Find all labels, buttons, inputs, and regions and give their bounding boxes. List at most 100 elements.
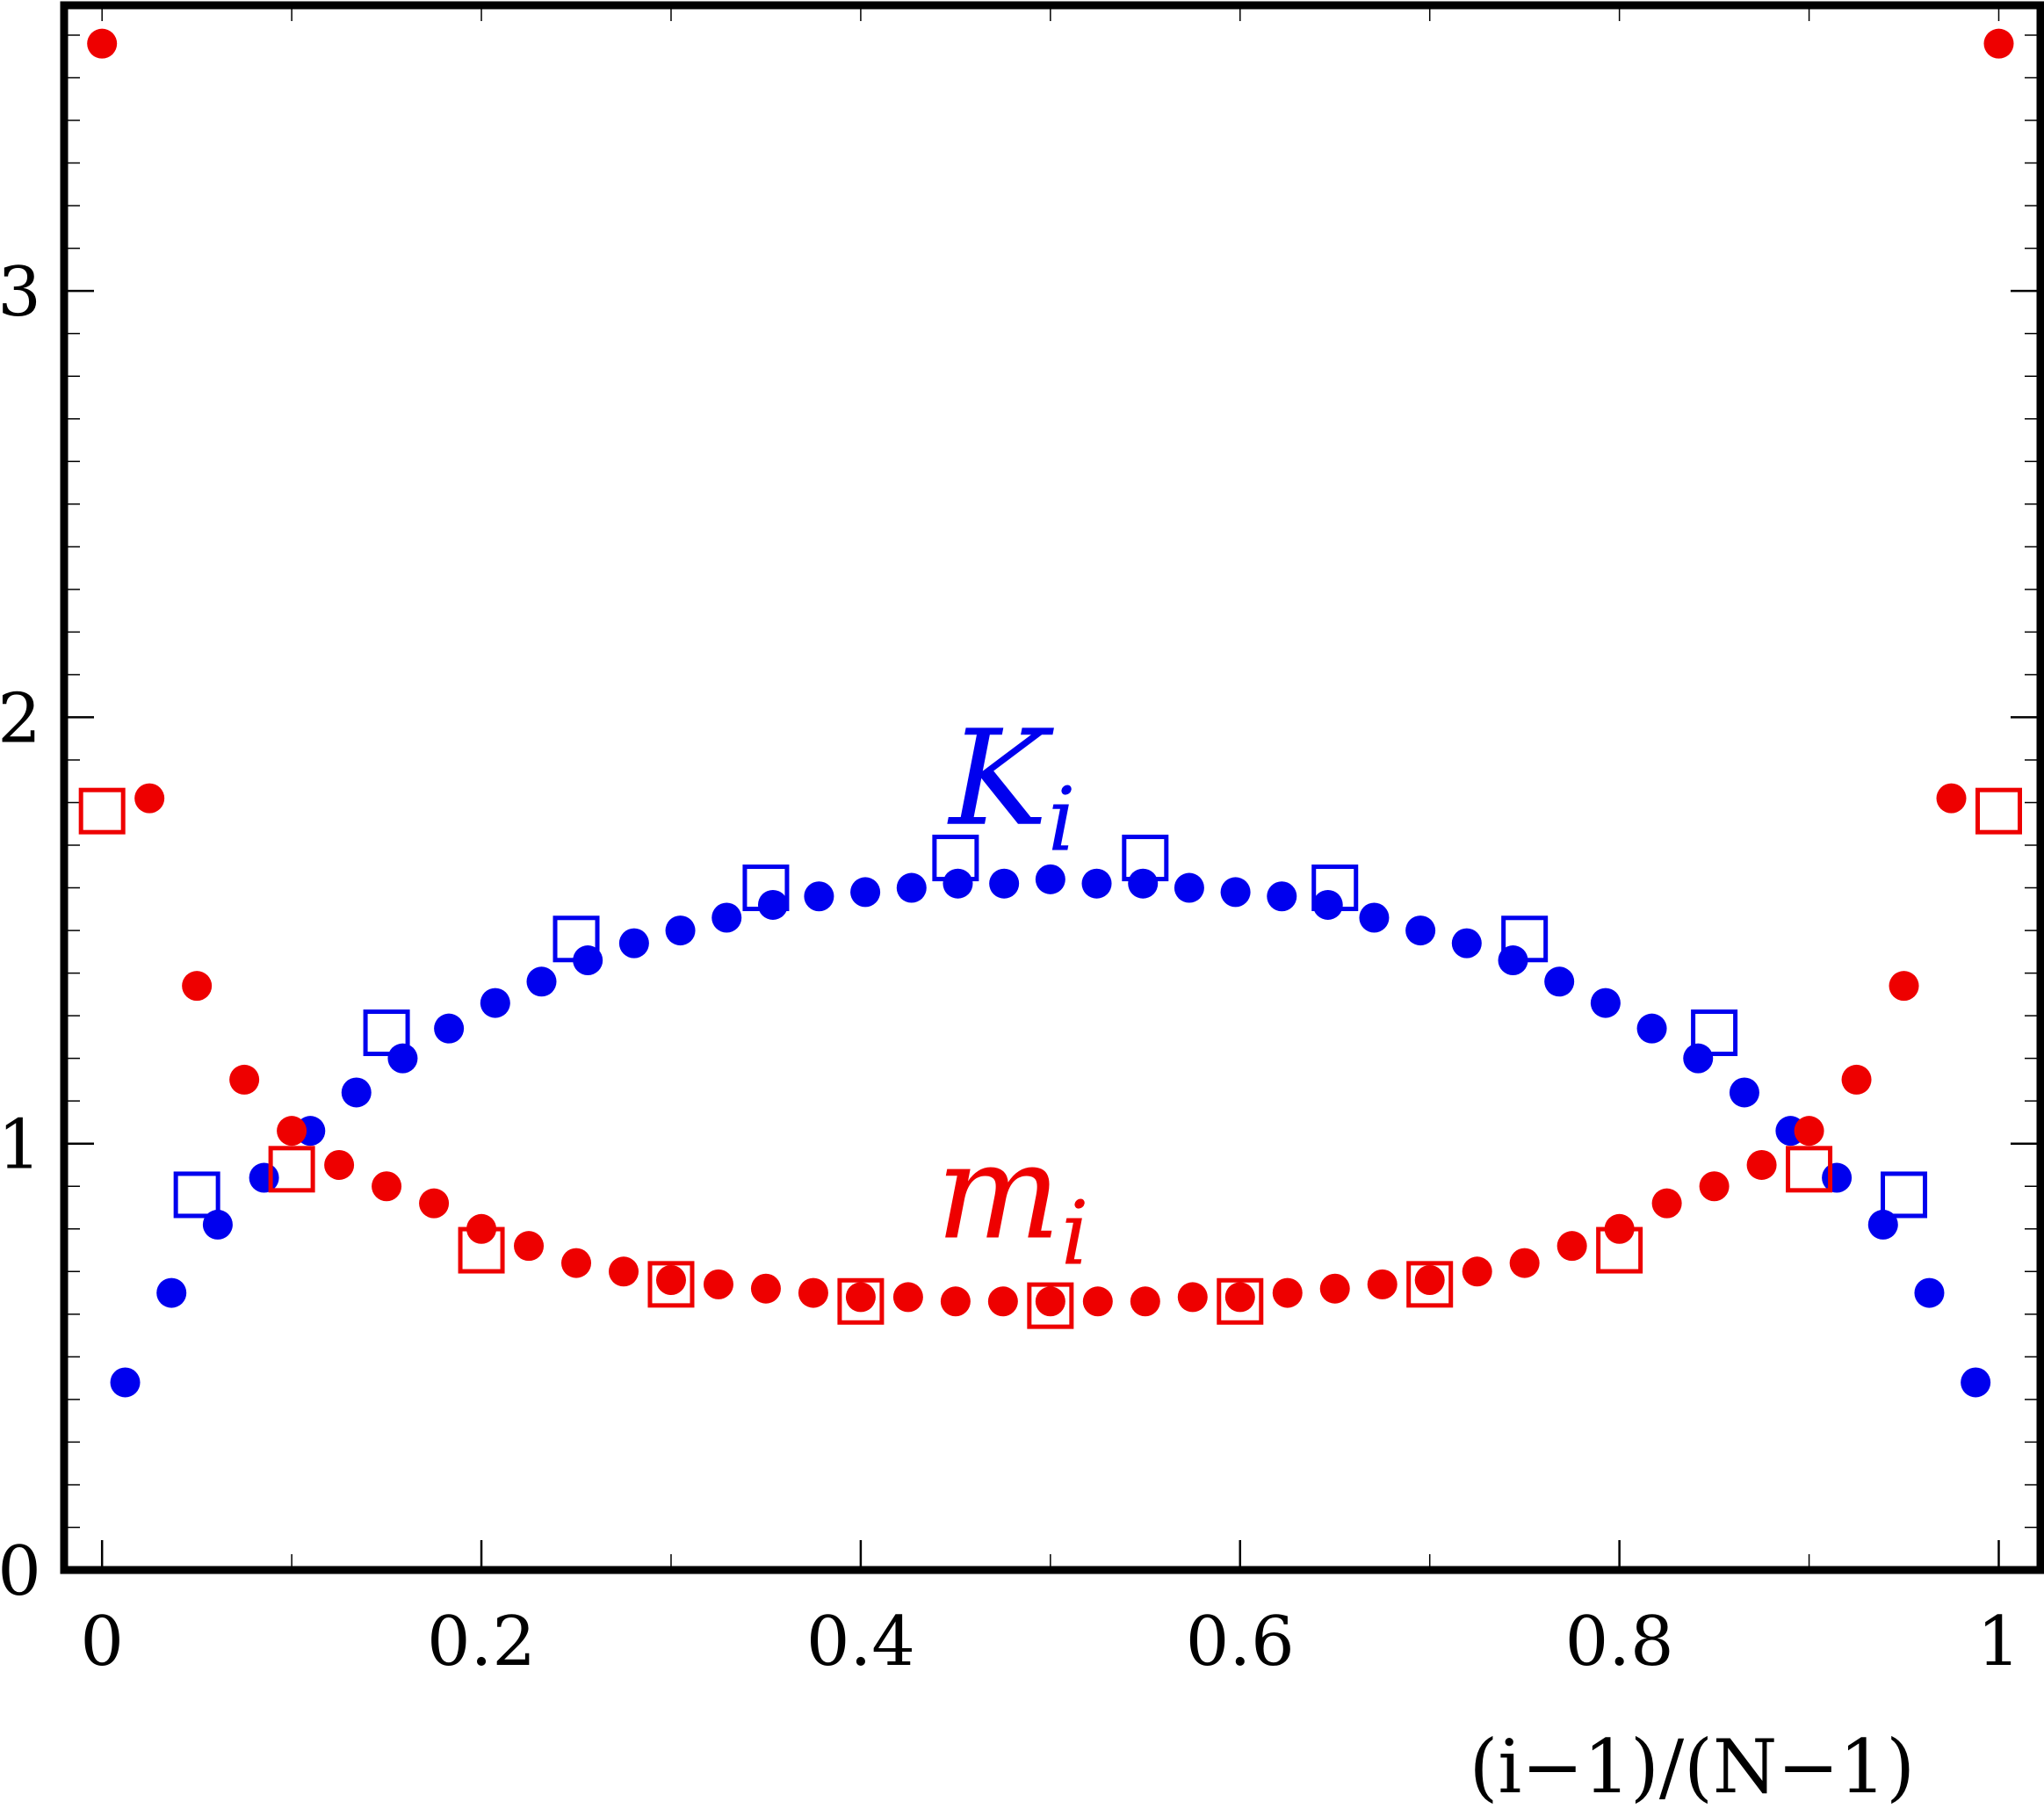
y-tick-label: 3 [0, 253, 41, 332]
data-point-m [419, 1188, 450, 1219]
data-point-k [156, 1277, 187, 1308]
plot-frame [60, 1, 2044, 1574]
series-k-filled-circle [110, 864, 1991, 1398]
data-point-m [1177, 1282, 1208, 1313]
data-point-m [229, 1064, 260, 1095]
data-point-m [1936, 783, 1967, 814]
series-label-m-subscript: i [1061, 1182, 1089, 1284]
data-point-m [750, 1273, 781, 1304]
data-point-m [608, 1256, 639, 1287]
data-point-k [526, 966, 557, 997]
data-point-m [1414, 1265, 1445, 1296]
data-point-square-k [1311, 865, 1359, 912]
data-point-square-k [553, 915, 600, 963]
data-point-square-m [1027, 1282, 1074, 1329]
data-point-m [892, 1282, 923, 1313]
data-point-k [1636, 1013, 1667, 1044]
data-point-m [182, 971, 213, 1002]
data-point-k [943, 868, 973, 899]
data-point-m [1841, 1064, 1872, 1095]
data-point-m [324, 1149, 355, 1180]
data-point-m [798, 1277, 828, 1308]
data-point-m [1889, 971, 1919, 1002]
data-point-k [1914, 1277, 1945, 1308]
data-point-m [514, 1231, 545, 1262]
series-k-open-square [173, 835, 1928, 1219]
data-point-k [711, 902, 742, 933]
x-tick-label: 0 [80, 1603, 124, 1682]
data-point-square-k [363, 1009, 410, 1057]
data-point-k [1128, 868, 1159, 899]
data-point-m [655, 1265, 686, 1296]
data-point-m [1651, 1188, 1682, 1219]
data-point-k [1220, 877, 1251, 908]
data-point-m [1130, 1286, 1160, 1317]
x-tick-label: 0.8 [1565, 1603, 1674, 1682]
data-point-k [665, 915, 696, 946]
data-point-square-m [1217, 1277, 1264, 1325]
data-point-k [1174, 872, 1204, 903]
data-point-m [1319, 1273, 1350, 1304]
data-point-k [1683, 1043, 1714, 1074]
data-point-square-m [458, 1226, 505, 1274]
data-point-square-k [1122, 835, 1169, 882]
data-point-k [757, 889, 788, 920]
data-point-square-k [932, 835, 979, 882]
x-tick-label: 0.2 [427, 1603, 536, 1682]
data-point-m [1983, 28, 2014, 59]
x-tick-label: 0.6 [1186, 1603, 1295, 1682]
data-point-square-k [742, 865, 790, 912]
data-point-square-m [837, 1277, 885, 1325]
data-point-k [341, 1077, 372, 1108]
major-ticks [64, 289, 2040, 1572]
data-point-m [1272, 1277, 1303, 1308]
data-point-m [1224, 1282, 1255, 1313]
data-point-k [480, 988, 510, 1018]
data-point-square-k [1691, 1009, 1738, 1057]
series-label-m: mi [936, 1116, 1089, 1284]
data-point-square-m [268, 1146, 315, 1193]
data-point-m [1035, 1286, 1065, 1317]
x-axis-title: (i−1)/(N−1) [1470, 1724, 1915, 1810]
series-m-open-square [78, 787, 2022, 1329]
data-point-square-k [173, 1171, 220, 1219]
data-point-m [87, 28, 118, 59]
series-label-k: Ki [947, 703, 1076, 872]
series-label-k-subscript: i [1048, 769, 1076, 872]
x-tick-label: 1 [1977, 1603, 2021, 1682]
data-point-k [434, 1013, 465, 1044]
y-tick-label: 2 [0, 679, 41, 758]
series-label-k-base: K [947, 703, 1055, 856]
data-point-k [1729, 1077, 1759, 1108]
data-point-m [372, 1171, 402, 1202]
data-point-m [1462, 1256, 1492, 1287]
series-m-filled-circle [87, 28, 2014, 1317]
data-point-m [277, 1116, 307, 1147]
data-point-k [110, 1367, 141, 1398]
data-point-k [618, 928, 649, 959]
data-point-k [1035, 864, 1065, 894]
data-point-m [1699, 1171, 1730, 1202]
data-point-k [1961, 1367, 1991, 1398]
data-point-k [1312, 889, 1343, 920]
data-points [78, 28, 2022, 1398]
data-point-k [896, 872, 927, 903]
x-tick-label: 0.4 [806, 1603, 915, 1682]
data-point-m [561, 1248, 592, 1278]
data-point-m [940, 1286, 971, 1317]
data-point-m [845, 1282, 876, 1313]
y-tick-label: 1 [0, 1106, 41, 1185]
data-point-m [134, 783, 165, 814]
data-point-k [1451, 928, 1482, 959]
data-point-square-m [1406, 1261, 1454, 1308]
data-point-square-m [78, 787, 126, 835]
y-tick-label: 0 [0, 1532, 41, 1611]
data-point-m [1794, 1116, 1824, 1147]
data-point-square-m [1786, 1146, 1833, 1193]
data-point-m [987, 1286, 1018, 1317]
data-point-square-m [647, 1261, 695, 1308]
data-point-k [850, 877, 881, 908]
data-point-k [989, 868, 1020, 899]
data-point-square-m [1596, 1226, 1643, 1274]
